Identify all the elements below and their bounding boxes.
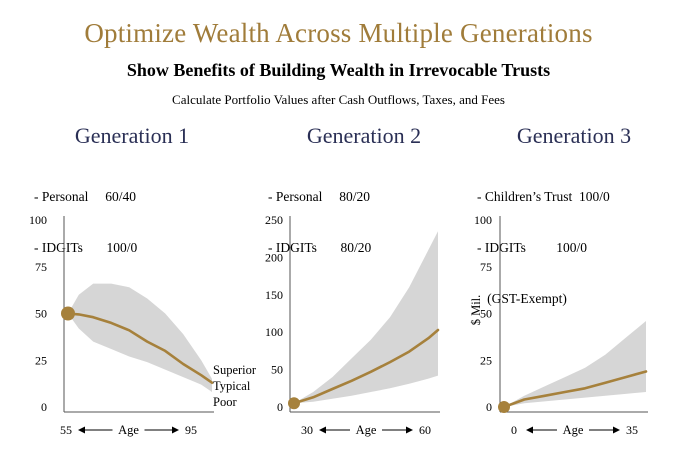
generation-1-title: Generation 1 (74, 123, 190, 148)
generation-3-title: Generation 3 (516, 123, 632, 148)
legend-typical-label: Typical (213, 379, 251, 393)
y-tick-label: 0 (486, 400, 492, 414)
typical-series-line (66, 312, 214, 384)
right-arrow-head (172, 426, 179, 434)
x-tick-label: 30 (301, 423, 313, 437)
typical-series-line (502, 370, 648, 409)
range-band-area (294, 231, 438, 404)
page-title: Optimize Wealth Across Multiple Generati… (84, 18, 593, 48)
y-tick-label: 0 (41, 400, 47, 414)
start-point-marker (61, 306, 75, 321)
y-tick-label: 100 (29, 213, 47, 227)
legend-poor-label: Poor (213, 395, 237, 409)
left-arrow-head (526, 426, 533, 434)
allocation-line: (GST-Exempt) (477, 291, 567, 306)
x-tick-label: 0 (511, 423, 517, 437)
y-tick-label: 100 (474, 213, 492, 227)
start-point-marker (498, 401, 510, 413)
x-tick-label: 60 (419, 423, 431, 437)
x-axis-label: Age (118, 423, 139, 437)
left-arrow-head (319, 426, 326, 434)
y-tick-label: 50 (35, 307, 47, 321)
x-tick-label: 35 (626, 423, 638, 437)
typical-series-line (292, 328, 440, 405)
y-tick-label: 75 (35, 260, 47, 274)
allocation-line: - Children’s Trust 100/0 (477, 189, 610, 204)
y-tick-label: 0 (277, 400, 283, 414)
allocation-line: - IDGITs 80/20 (268, 240, 372, 255)
range-band-area (504, 321, 646, 407)
start-point-marker (288, 397, 300, 410)
x-axis-label: Age (563, 423, 584, 437)
page-caption: Calculate Portfolio Values after Cash Ou… (172, 92, 505, 107)
allocation-line: - Personal 60/40 (34, 189, 136, 204)
y-tick-label: 50 (480, 307, 492, 321)
y-tick-label: 75 (480, 260, 492, 274)
left-arrow-head (78, 426, 85, 434)
y-tick-label: 250 (265, 213, 283, 227)
generation-2-allocations: - Personal 80/20 - IDGITs 80/20 (268, 154, 371, 273)
generation-2-title: Generation 2 (306, 123, 422, 148)
x-tick-label: 95 (185, 423, 197, 437)
y-tick-label: 100 (265, 325, 283, 339)
y-axis-label: $ Mil. (469, 295, 483, 326)
generation-1-allocations: - Personal 60/40 - IDGITs 100/0 (34, 154, 137, 273)
y-tick-label: 25 (35, 353, 47, 367)
y-tick-label: 200 (265, 250, 283, 264)
generation-3-allocations: - Children’s Trust 100/0 - IDGITs 100/0 … (477, 154, 610, 324)
x-tick-label: 55 (60, 423, 72, 437)
right-arrow-head (406, 426, 413, 434)
x-axis-label: Age (356, 423, 377, 437)
allocation-line: - IDGITs 100/0 (477, 240, 588, 255)
y-tick-label: 50 (271, 363, 283, 377)
allocation-line: - Personal 80/20 (268, 189, 370, 204)
allocation-line: - IDGITs 100/0 (34, 240, 138, 255)
legend-superior-label: Superior (213, 363, 257, 377)
page-subtitle: Show Benefits of Building Wealth in Irre… (126, 60, 551, 80)
y-tick-label: 150 (265, 288, 283, 302)
right-arrow-head (613, 426, 620, 434)
y-tick-label: 25 (480, 353, 492, 367)
